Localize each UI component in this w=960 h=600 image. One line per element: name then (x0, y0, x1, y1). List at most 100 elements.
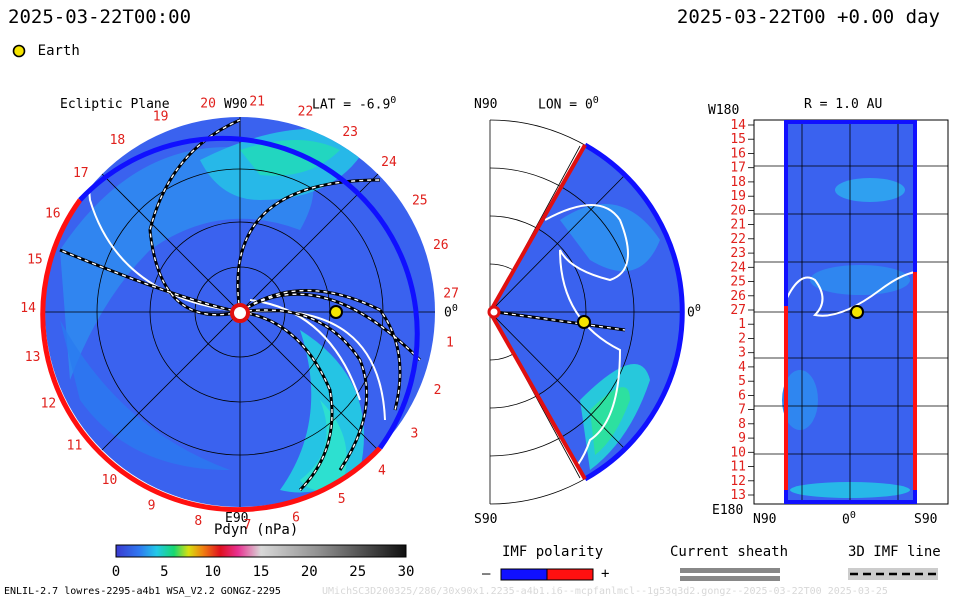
radial-row-11: 11 (730, 460, 746, 475)
current-sheath-swatch (680, 568, 780, 581)
sun-marker (230, 303, 250, 323)
carrington-tick-27: 27 (443, 286, 459, 301)
radial-row-6: 6 (738, 388, 746, 403)
colorbar-tick-5: 5 (160, 564, 168, 580)
radial-row-24: 24 (730, 260, 746, 275)
radial-row-10: 10 (730, 445, 746, 460)
meridional-south-edge (488, 311, 587, 480)
radial-top-left: W180 (708, 103, 740, 118)
radial-row-20: 20 (730, 203, 746, 218)
radial-row-17: 17 (730, 161, 746, 176)
imf-positive-swatch (546, 568, 594, 581)
carrington-tick-9: 9 (148, 499, 156, 514)
carrington-tick-26: 26 (433, 238, 449, 253)
carrington-tick-16: 16 (45, 207, 61, 222)
colorbar-tick-20: 20 (301, 564, 318, 580)
carrington-tick-15: 15 (27, 252, 43, 267)
meridional-imf-line (495, 311, 626, 331)
meridional-earth-marker (577, 315, 591, 329)
carrington-tick-13: 13 (25, 350, 41, 365)
carrington-tick-18: 18 (110, 133, 126, 148)
date-offset-title: 2025-03-22T00 +0.00 day (676, 6, 940, 28)
radial-row-14: 14 (730, 118, 746, 133)
ecliptic-bottom-label: E90 (225, 511, 249, 526)
colorbar-gradient (115, 544, 407, 558)
carrington-tick-17: 17 (73, 166, 89, 181)
radial-row-1: 1 (738, 317, 746, 332)
colorbar-tick-15: 15 (253, 564, 270, 580)
ecliptic-boundary-positive (40, 198, 382, 513)
radial-row-22: 22 (730, 232, 746, 247)
radial-axis-0: 00 (842, 510, 856, 528)
radial-axis-s90: S90 (914, 512, 938, 527)
imf-polarity-bar (500, 568, 594, 581)
ecliptic-top-label: W90 (224, 97, 248, 112)
earth-legend: Earth (12, 40, 80, 59)
colorbar-tick-10: 10 (204, 564, 221, 580)
radial-row-16: 16 (730, 147, 746, 162)
carrington-tick-1: 1 (446, 336, 454, 351)
meridional-sun-marker (487, 305, 501, 319)
ecliptic-earth-marker (329, 305, 343, 319)
timestamp-title: 2025-03-22T00:00 (8, 6, 192, 28)
carrington-tick-3: 3 (410, 427, 418, 442)
meridional-right-label: 00 (687, 303, 701, 321)
radial-row-4: 4 (738, 360, 746, 375)
colorbar-ticks: 0 5 10 15 20 25 30 (112, 564, 415, 580)
imf-line-swatch (848, 568, 938, 580)
imf-polarity-title: IMF polarity (502, 544, 604, 560)
meridional-north-edge (488, 144, 587, 313)
carrington-tick-6: 6 (292, 511, 300, 526)
imf-line-title: 3D IMF line (848, 544, 941, 560)
colorbar-tick-25: 25 (349, 564, 366, 580)
radial-bottom-left: E180 (712, 503, 744, 518)
radial-row-19: 19 (730, 189, 746, 204)
imf-minus-label: – (482, 566, 491, 582)
ecliptic-lat-label: LAT = -6.90 (312, 95, 397, 113)
carrington-tick-22: 22 (298, 104, 314, 119)
carrington-tick-7: 7 (243, 518, 251, 533)
radial-row-5: 5 (738, 374, 746, 389)
colorbar-tick-0: 0 (112, 564, 120, 580)
colorbar-label: Pdyn (nPa) (214, 522, 299, 538)
colorbar: 0 5 10 15 20 25 30 (112, 544, 415, 580)
radial-earth-marker (850, 305, 864, 319)
radial-row-21: 21 (730, 218, 746, 233)
current-sheath-title: Current sheath (670, 544, 789, 560)
meridional-top-label: N90 (474, 97, 498, 112)
radial-axis-n90: N90 (753, 512, 777, 527)
radial-row-23: 23 (730, 246, 746, 261)
radial-row-15: 15 (730, 132, 746, 147)
radial-row-13: 13 (730, 488, 746, 503)
carrington-tick-5: 5 (338, 492, 346, 507)
model-info: ENLIL-2.7 lowres-2295-a4b1 WSA_V2.2 GONG… (4, 586, 281, 597)
radial-current-sheath (785, 271, 916, 317)
carrington-tick-12: 12 (41, 397, 57, 412)
radial-row-26: 26 (730, 289, 746, 304)
earth-marker-icon (12, 44, 26, 57)
carrington-tick-25: 25 (412, 194, 428, 209)
radial-row-8: 8 (738, 417, 746, 432)
radial-title: R = 1.0 AU (804, 97, 883, 112)
carrington-tick-24: 24 (381, 155, 397, 170)
radial-row-18: 18 (730, 175, 746, 190)
carrington-tick-11: 11 (67, 439, 83, 454)
meridional-bottom-label: S90 (474, 512, 498, 527)
radial-row-3: 3 (738, 346, 746, 361)
imf-negative-swatch (500, 568, 548, 581)
colorbar-tick-30: 30 (398, 564, 415, 580)
radial-row-7: 7 (738, 403, 746, 418)
carrington-tick-2: 2 (434, 383, 442, 398)
ecliptic-boundary-negative (78, 135, 420, 450)
carrington-tick-4: 4 (378, 464, 386, 479)
earth-legend-label: Earth (37, 43, 80, 59)
radial-row-25: 25 (730, 275, 746, 290)
ecliptic-title: Ecliptic Plane (60, 97, 170, 112)
run-info: UMichSC3D200325/286/30x90x1.2235-a4b1.i6… (322, 586, 888, 597)
carrington-tick-20: 20 (200, 96, 216, 111)
carrington-tick-14: 14 (20, 301, 36, 316)
